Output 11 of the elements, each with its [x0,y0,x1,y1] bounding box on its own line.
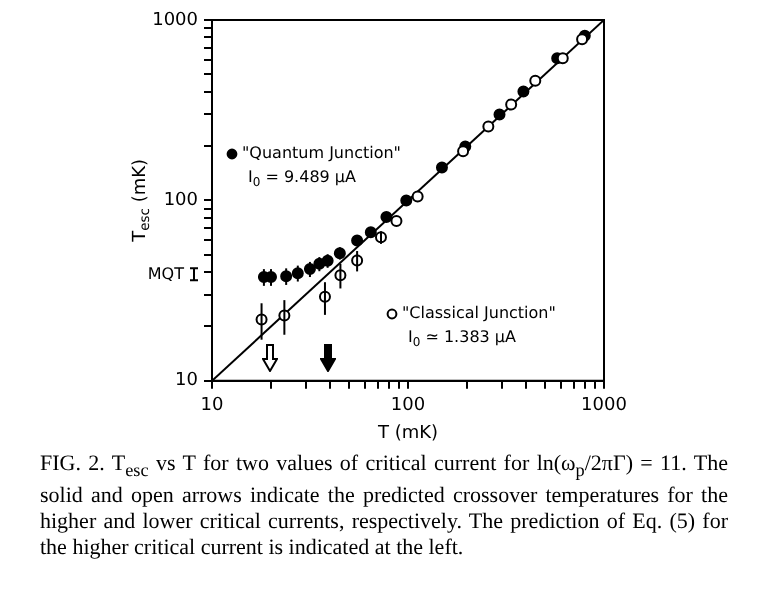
x-tick-label: 1000 [581,396,628,417]
text: MQT [147,264,185,283]
x-axis-title: T (mK) [375,423,439,444]
x-tick-label: 10 [200,396,224,417]
legend-label: "Quantum Junction" [242,144,401,163]
legend-label: "Classical Junction" [402,304,556,323]
x-tick-label: 100 [390,396,426,417]
y-tick-label: 1000 [152,10,199,31]
y-tick-label: 10 [175,371,199,392]
caption: FIG. 2. T$_{esc}$ vs T for two values of critical current for ln(ω$_{p}$/2πΓ) = 11. The solid and open arrows indicate the predicted crossover temperatures for the higher and lower critical currents, respectively. The prediction of Eq. (5) for the higher critical current is indicated at the left. [38,450,730,563]
y-tick-label: 100 [163,191,199,212]
